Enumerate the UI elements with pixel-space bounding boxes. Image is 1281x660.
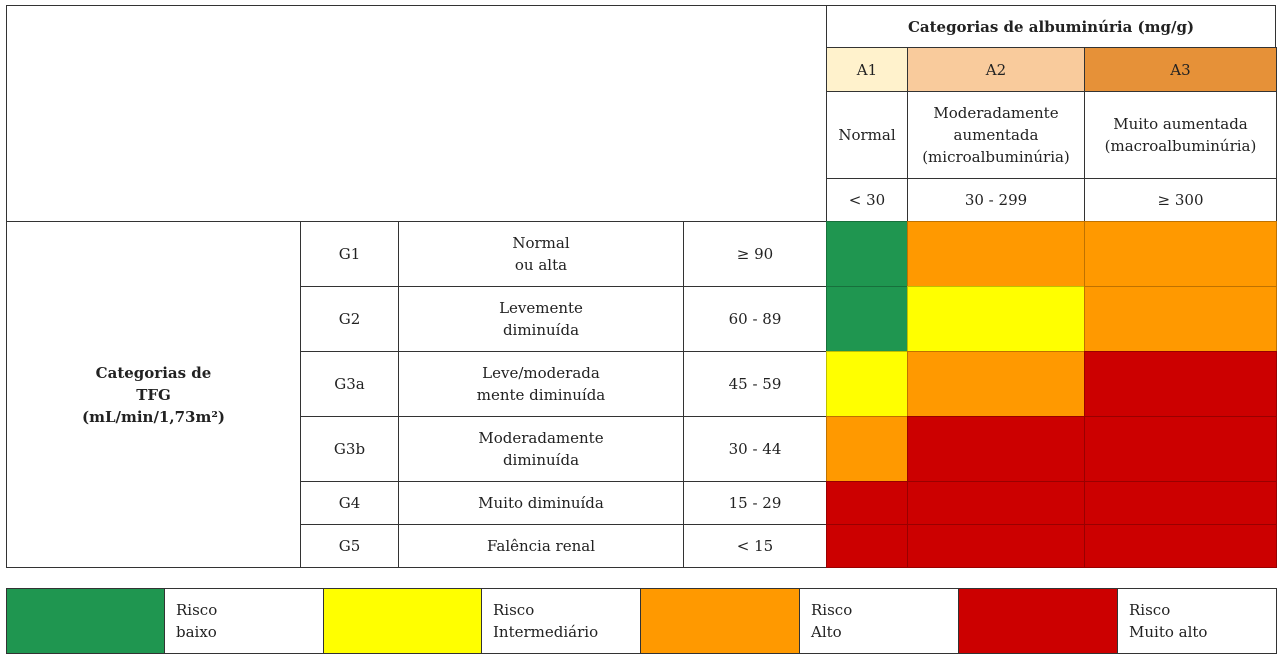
legend-swatch-mid (323, 588, 482, 654)
tfg-code: G2 (300, 286, 399, 352)
risk-cell-very-high (907, 416, 1085, 482)
risk-cell-very-high (826, 481, 908, 525)
albuminuria-code: A3 (1084, 47, 1277, 92)
legend-label: Risco Intermediário (481, 588, 641, 654)
albuminuria-code: A1 (826, 47, 908, 92)
risk-cell-low (826, 221, 908, 287)
albuminuria-code: A2 (907, 47, 1085, 92)
tfg-range: 15 - 29 (683, 481, 827, 525)
tfg-description: Levemente diminuída (398, 286, 684, 352)
risk-cell-very-high (1084, 221, 1277, 287)
risk-cell-very-high (1084, 351, 1277, 417)
tfg-title: Categorias de TFG (mL/min/1,73m²) (6, 221, 301, 568)
risk-cell-high (1084, 286, 1277, 352)
legend-swatch-high (640, 588, 800, 654)
risk-cell-mid (907, 286, 1085, 352)
albuminuria-description: Muito aumentada (macroalbuminúria) (1084, 91, 1277, 179)
albuminuria-range: < 30 (826, 178, 908, 222)
albuminuria-range: ≥ 300 (1084, 178, 1277, 222)
legend-swatch-very-high (958, 588, 1118, 654)
risk-cell-very-high (1084, 481, 1277, 525)
albuminuria-title: Categorias de albuminúria (mg/g) (826, 5, 1276, 48)
tfg-code: G3b (300, 416, 399, 482)
risk-cell-high (826, 416, 908, 482)
risk-cell-low (826, 286, 908, 352)
tfg-description: Normal ou alta (398, 221, 684, 287)
tfg-range: < 15 (683, 524, 827, 568)
legend-label: Risco Muito alto (1117, 588, 1277, 654)
empty-corner (6, 5, 827, 222)
risk-cell-very-high (1084, 416, 1277, 482)
albuminuria-description: Moderadamente aumentada (microalbuminúri… (907, 91, 1085, 179)
tfg-code: G1 (300, 221, 399, 287)
tfg-range: ≥ 90 (683, 221, 827, 287)
legend-swatch-low (6, 588, 165, 654)
risk-cell-high (907, 351, 1085, 417)
risk-cell-very-high (907, 524, 1085, 568)
tfg-range: 45 - 59 (683, 351, 827, 417)
tfg-code: G4 (300, 481, 399, 525)
albuminuria-description: Normal (826, 91, 908, 179)
tfg-code: G5 (300, 524, 399, 568)
tfg-range: 30 - 44 (683, 416, 827, 482)
tfg-description: Leve/moderada mente diminuída (398, 351, 684, 417)
tfg-description: Muito diminuída (398, 481, 684, 525)
risk-cell-mid (826, 351, 908, 417)
risk-cell-very-high (907, 481, 1085, 525)
risk-cell-very-high (1084, 524, 1277, 568)
risk-cell-high (907, 221, 1085, 287)
tfg-range: 60 - 89 (683, 286, 827, 352)
risk-cell-very-high (826, 524, 908, 568)
tfg-code: G3a (300, 351, 399, 417)
legend-label: Risco Alto (799, 588, 959, 654)
albuminuria-range: 30 - 299 (907, 178, 1085, 222)
legend-label: Risco baixo (164, 588, 324, 654)
tfg-description: Falência renal (398, 524, 684, 568)
tfg-description: Moderadamente diminuída (398, 416, 684, 482)
